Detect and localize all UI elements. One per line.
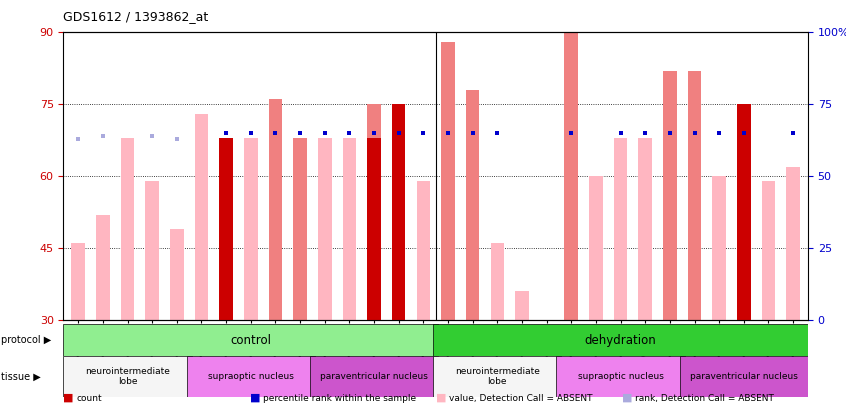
- Text: paraventricular nucleus: paraventricular nucleus: [320, 372, 428, 381]
- Text: supraoptic nucleus: supraoptic nucleus: [208, 372, 294, 381]
- Bar: [71, 243, 85, 320]
- Bar: [663, 71, 677, 320]
- Bar: [392, 138, 405, 320]
- Text: protocol ▶: protocol ▶: [1, 335, 51, 345]
- Bar: [442, 42, 455, 320]
- Bar: [392, 104, 405, 320]
- Text: paraventricular nucleus: paraventricular nucleus: [689, 372, 798, 381]
- Bar: [343, 138, 356, 320]
- Text: dehydration: dehydration: [585, 334, 656, 347]
- Bar: [63, 324, 438, 356]
- Bar: [433, 356, 562, 397]
- Bar: [121, 138, 135, 320]
- Bar: [63, 356, 192, 397]
- Bar: [269, 100, 283, 320]
- Bar: [146, 181, 159, 320]
- Text: tissue ▶: tissue ▶: [1, 372, 41, 382]
- Text: value, Detection Call = ABSENT: value, Detection Call = ABSENT: [449, 394, 593, 403]
- Bar: [367, 138, 381, 320]
- Bar: [557, 356, 684, 397]
- Bar: [491, 243, 504, 320]
- Bar: [318, 138, 332, 320]
- Text: ■: ■: [436, 393, 446, 403]
- Text: count: count: [77, 394, 102, 403]
- Bar: [564, 32, 578, 320]
- Bar: [219, 138, 233, 320]
- Text: percentile rank within the sample: percentile rank within the sample: [263, 394, 416, 403]
- Bar: [614, 138, 628, 320]
- Bar: [219, 138, 233, 320]
- Bar: [416, 181, 430, 320]
- Bar: [515, 291, 529, 320]
- Bar: [712, 176, 726, 320]
- Bar: [639, 138, 652, 320]
- Text: neurointermediate
lobe: neurointermediate lobe: [85, 367, 170, 386]
- Bar: [310, 356, 438, 397]
- Bar: [737, 104, 750, 320]
- Bar: [466, 90, 480, 320]
- Text: control: control: [230, 334, 272, 347]
- Bar: [737, 104, 750, 320]
- Bar: [294, 138, 307, 320]
- Bar: [367, 104, 381, 320]
- Bar: [688, 71, 701, 320]
- Bar: [787, 166, 800, 320]
- Bar: [679, 356, 808, 397]
- Bar: [589, 176, 602, 320]
- Bar: [187, 356, 315, 397]
- Bar: [761, 181, 775, 320]
- Text: neurointermediate
lobe: neurointermediate lobe: [455, 367, 540, 386]
- Text: GDS1612 / 1393862_at: GDS1612 / 1393862_at: [63, 10, 209, 23]
- Bar: [170, 229, 184, 320]
- Bar: [195, 114, 208, 320]
- Text: rank, Detection Call = ABSENT: rank, Detection Call = ABSENT: [635, 394, 774, 403]
- Text: supraoptic nucleus: supraoptic nucleus: [578, 372, 663, 381]
- Bar: [244, 138, 257, 320]
- Bar: [540, 320, 553, 363]
- Text: ■: ■: [622, 393, 632, 403]
- Text: ■: ■: [250, 393, 260, 403]
- Text: ■: ■: [63, 393, 74, 403]
- Bar: [433, 324, 808, 356]
- Bar: [96, 215, 110, 320]
